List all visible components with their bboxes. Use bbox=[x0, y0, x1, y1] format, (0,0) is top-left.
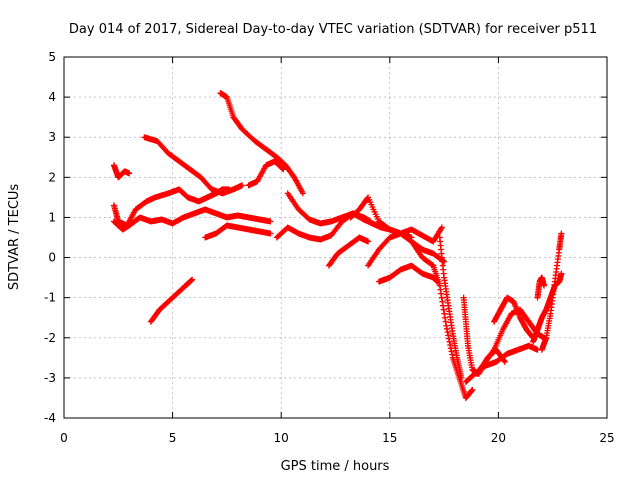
data-point-markers bbox=[408, 238, 476, 401]
series-trace-p bbox=[436, 234, 465, 381]
series-trace-a bbox=[110, 162, 133, 181]
data-point-markers bbox=[245, 158, 287, 189]
series-trace-c bbox=[110, 206, 274, 233]
y-axis: -4 -3 -2 -1 0 1 2 3 4 5 bbox=[44, 50, 607, 425]
data-point-markers bbox=[365, 224, 445, 269]
series-trace-t bbox=[491, 294, 537, 341]
y-tick-label: 0 bbox=[48, 251, 56, 265]
series-trace-o bbox=[408, 238, 476, 401]
plot-frame bbox=[63, 56, 608, 419]
series-trace-f bbox=[245, 158, 287, 189]
x-axis-label: GPS time / hours bbox=[281, 459, 390, 474]
y-tick-label: 1 bbox=[48, 210, 56, 224]
x-tick-label: 25 bbox=[599, 431, 614, 445]
y-tick-label: -2 bbox=[44, 331, 56, 345]
series-trace-k bbox=[325, 234, 372, 269]
series-trace-w bbox=[538, 230, 565, 353]
x-tick-label: 10 bbox=[274, 431, 289, 445]
data-point-markers bbox=[462, 342, 541, 385]
data-point-markers bbox=[491, 294, 537, 341]
data-point-markers bbox=[534, 274, 548, 301]
data-point-markers bbox=[347, 194, 448, 265]
data-point-markers bbox=[110, 206, 274, 233]
series-trace-m bbox=[365, 224, 445, 269]
x-axis: 0 5 10 15 20 25 bbox=[60, 57, 615, 445]
data-point-markers bbox=[325, 234, 372, 269]
y-tick-label: 5 bbox=[48, 50, 56, 64]
chart-title: Day 014 of 2017, Sidereal Day-to-day VTE… bbox=[69, 22, 597, 37]
data-point-markers bbox=[147, 276, 196, 325]
data-point-markers bbox=[538, 230, 565, 353]
data-point-markers bbox=[436, 234, 465, 381]
x-tick-label: 0 bbox=[60, 431, 68, 445]
grid-lines bbox=[64, 57, 607, 418]
y-tick-label: 3 bbox=[48, 130, 56, 144]
x-tick-label: 15 bbox=[382, 431, 397, 445]
series-trace-h bbox=[147, 276, 196, 325]
series-trace-r bbox=[462, 342, 541, 385]
x-tick-label: 20 bbox=[491, 431, 506, 445]
data-series bbox=[110, 90, 565, 401]
series-trace-v bbox=[534, 274, 548, 301]
series-trace-l bbox=[347, 194, 448, 265]
x-tick-label: 5 bbox=[169, 431, 177, 445]
y-tick-label: 4 bbox=[48, 90, 56, 104]
y-axis-label: SDTVAR / TECUs bbox=[7, 184, 22, 291]
y-tick-label: 2 bbox=[48, 170, 56, 184]
data-point-markers bbox=[217, 90, 306, 197]
series-trace-g bbox=[202, 222, 274, 241]
series-trace-e bbox=[217, 90, 306, 197]
series-trace-d bbox=[141, 134, 246, 197]
data-point-markers bbox=[110, 162, 133, 181]
y-tick-label: -1 bbox=[44, 291, 56, 305]
y-tick-label: -4 bbox=[44, 411, 56, 425]
y-tick-label: -3 bbox=[44, 371, 56, 385]
data-point-markers bbox=[202, 222, 274, 241]
data-point-markers bbox=[141, 134, 246, 197]
